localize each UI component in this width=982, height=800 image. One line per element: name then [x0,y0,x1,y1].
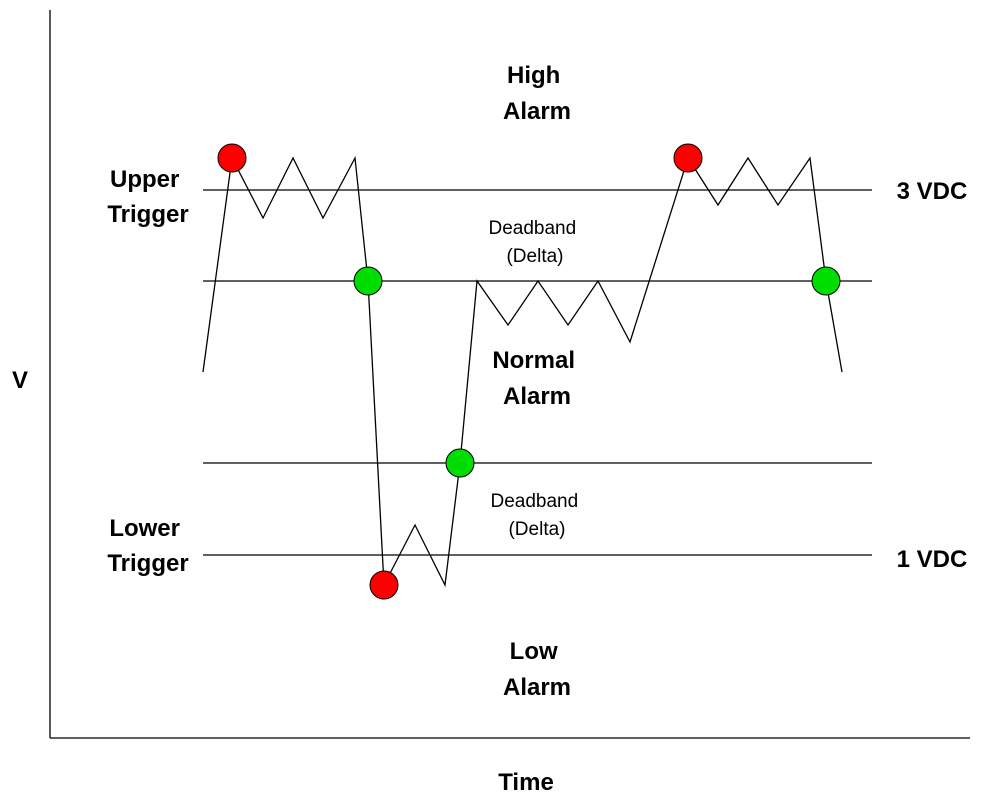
lower-deadband-label: Deadband (Delta) [491,491,584,540]
reset-marker [353,266,383,296]
alarm-marker [217,143,247,173]
high-alarm-label: High Alarm [503,62,571,125]
normal-alarm-label: Normal Alarm [492,347,581,410]
lower-level-value: 1 VDC [897,546,968,573]
reset-marker [811,266,841,296]
alarm-marker [369,570,399,600]
upper-level-value: 3 VDC [897,178,968,205]
reset-marker [445,448,475,478]
signal-trace [202,155,843,588]
lower-trigger-label: Lower Trigger [107,515,188,577]
x-axis-label: Time [498,769,554,796]
upper-trigger-label: Upper Trigger [107,166,188,228]
alarm-marker [673,143,703,173]
upper-deadband-label: Deadband (Delta) [489,218,582,267]
low-alarm-label: Low Alarm [503,638,571,701]
y-axis-label: V [12,367,28,394]
